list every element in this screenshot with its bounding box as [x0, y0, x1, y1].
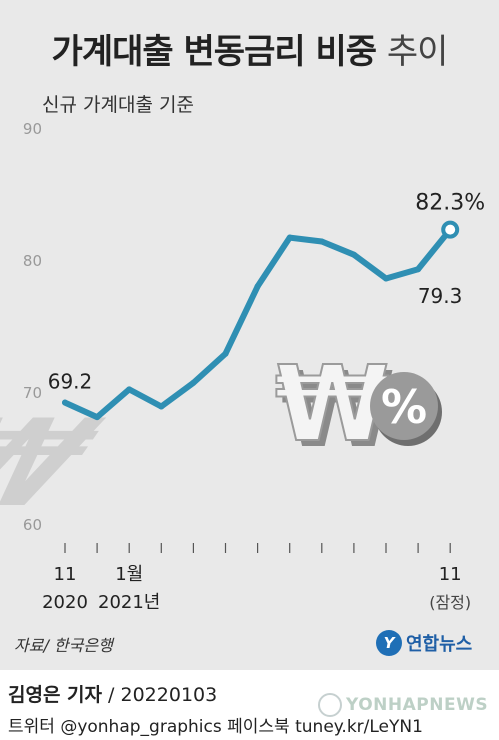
percent-coin — [370, 372, 438, 440]
x-tick-label: 11 — [54, 564, 77, 585]
yonhap-logo-icon: Y — [376, 630, 402, 656]
data-point — [415, 266, 422, 273]
y-tick-label: 80 — [23, 252, 42, 270]
chart-title-main: 가계대출 변동금리 비중 — [51, 32, 377, 72]
won-symbol-shadow: ₩ — [0, 394, 127, 534]
chart-subtitle: 신규 가계대출 기준 — [42, 94, 194, 116]
data-point-highlight — [441, 220, 460, 239]
data-point — [318, 238, 325, 245]
data-point — [286, 234, 293, 241]
infographic-card: 가계대출 변동금리 비중 추이 신규 가계대출 기준 ₩ ₩ ₩ % 60 70 8… — [0, 0, 499, 670]
chart-title: 가계대출 변동금리 비중 추이 — [0, 24, 499, 73]
x-tick-label: 1월 — [115, 564, 143, 585]
data-point — [254, 283, 261, 290]
data-label: 69.2 — [48, 370, 93, 394]
brand-logo: Y 연합뉴스 — [376, 628, 472, 658]
data-point — [350, 251, 357, 258]
series-line — [62, 220, 460, 421]
data-labels: 69.2 79.3 82.3% — [48, 191, 485, 394]
data-point — [62, 399, 68, 406]
reporter-name: 김영은 기자 — [8, 684, 103, 706]
x-tick-label: 11 — [439, 564, 462, 585]
data-point — [383, 275, 389, 282]
y-axis: 60 70 80 90 — [23, 120, 42, 534]
watermark-icon — [318, 693, 342, 717]
percent-symbol: % — [381, 380, 427, 434]
y-tick-label: 60 — [23, 516, 42, 534]
brand-name: 연합뉴스 — [406, 634, 473, 655]
data-point — [158, 403, 165, 410]
data-label: 79.3 — [418, 284, 463, 308]
data-point — [94, 414, 101, 421]
publish-date: / 20220103 — [102, 684, 218, 706]
data-point — [190, 379, 197, 386]
data-point — [126, 386, 133, 393]
yonhap-watermark: YONHAPNEWS — [318, 690, 488, 720]
social-links: 트위터 @yonhap_graphics 페이스북 tuney.kr/LeYN1 — [8, 717, 423, 737]
x-tick-sublabel: 2020 — [42, 592, 88, 613]
data-label: 82.3% — [415, 191, 485, 216]
y-tick-label: 70 — [23, 384, 42, 402]
credit-line: 김영은 기자 / 20220103 — [8, 680, 217, 707]
data-point — [222, 350, 229, 357]
x-axis: 11 2020 1월 2021년 11 (잠정) — [42, 543, 471, 613]
y-tick-label: 90 — [23, 120, 42, 138]
x-tick-sublabel: (잠정) — [429, 593, 471, 612]
source-note: 자료/ 한국은행 — [14, 636, 113, 655]
chart-title-light: 추이 — [386, 32, 449, 72]
watermark-text: YONHAPNEWS — [346, 695, 489, 715]
x-tick-sublabel: 2021년 — [98, 592, 160, 613]
